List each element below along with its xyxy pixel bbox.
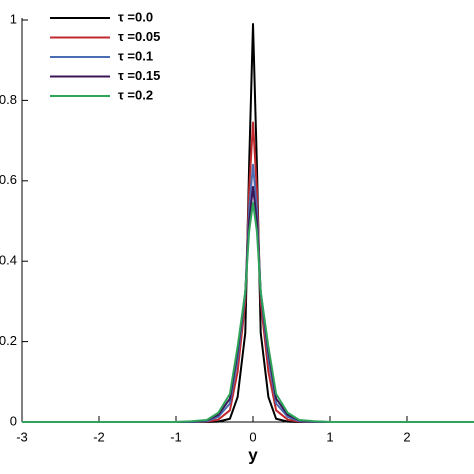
y-tick-label: 0.4: [0, 253, 17, 268]
x-tick-label: -2: [93, 429, 105, 444]
legend-label: τ =0.1: [118, 48, 153, 63]
x-tick-label: -3: [16, 429, 28, 444]
x-tick-label: -1: [170, 429, 182, 444]
legend-label: τ =0.15: [118, 68, 160, 83]
series-line: [22, 121, 474, 423]
y-tick-label: 1: [10, 11, 17, 26]
y-tick-label: 0: [10, 413, 17, 428]
x-tick-label: 1: [326, 429, 333, 444]
legend-label: τ =0.2: [118, 87, 153, 102]
x-tick-label: 0: [249, 429, 256, 444]
y-tick-label: 0.2: [0, 333, 17, 348]
y-tick-label: 0.6: [0, 172, 17, 187]
series-line: [22, 201, 474, 423]
legend-label: τ =0.0: [118, 9, 153, 24]
x-axis-label: y: [248, 445, 258, 464]
x-tick-label: 2: [403, 429, 410, 444]
legend-label: τ =0.05: [118, 29, 160, 44]
y-tick-label: 0.8: [0, 92, 17, 107]
